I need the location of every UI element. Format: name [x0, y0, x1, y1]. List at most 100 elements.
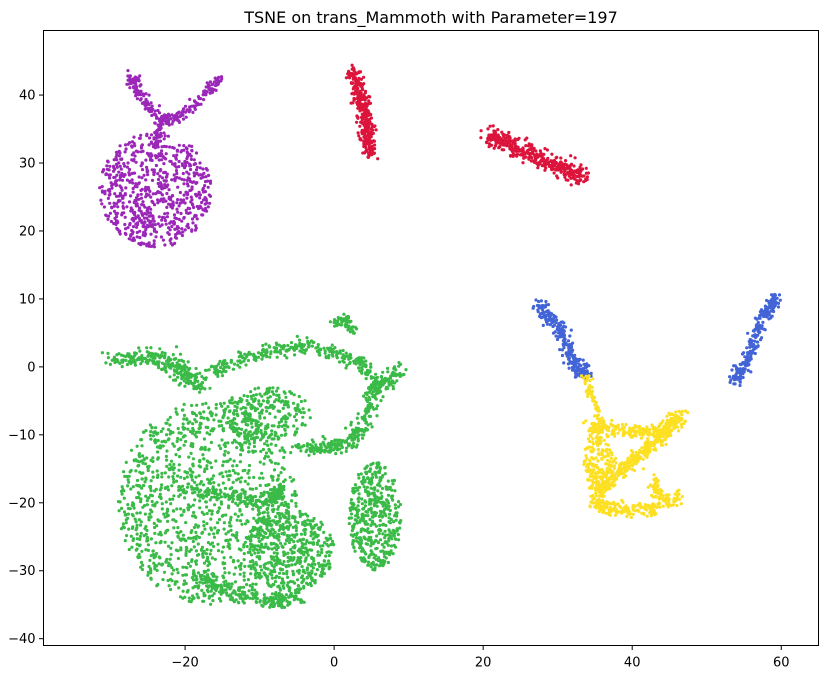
- scatter-point: [354, 514, 358, 518]
- scatter-point: [235, 518, 239, 522]
- scatter-point: [387, 520, 391, 524]
- scatter-point: [207, 173, 211, 177]
- scatter-point: [192, 205, 196, 210]
- scatter-point: [108, 211, 112, 215]
- scatter-point: [382, 545, 386, 549]
- scatter-point: [273, 530, 277, 535]
- scatter-point: [133, 216, 138, 221]
- scatter-point: [370, 515, 374, 519]
- scatter-point: [253, 547, 257, 551]
- scatter-point: [521, 161, 525, 165]
- scatter-point: [103, 189, 107, 193]
- scatter-point: [305, 336, 309, 340]
- scatter-point: [115, 214, 119, 219]
- scatter-point: [282, 525, 286, 530]
- scatter-point: [346, 328, 350, 332]
- scatter-point: [112, 201, 116, 205]
- scatter-point: [366, 140, 370, 144]
- scatter-point: [350, 438, 354, 442]
- scatter-point: [488, 124, 492, 128]
- scatter-point: [311, 541, 316, 545]
- scatter-point: [349, 516, 353, 520]
- scatter-point: [242, 571, 246, 575]
- scatter-point: [184, 164, 188, 168]
- scatter-point: [355, 101, 359, 105]
- scatter-point: [167, 564, 171, 568]
- scatter-point: [264, 451, 269, 455]
- scatter-point: [294, 504, 298, 508]
- scatter-point: [572, 164, 576, 168]
- scatter-point: [172, 480, 176, 484]
- scatter-point: [132, 135, 136, 139]
- scatter-point: [135, 444, 139, 448]
- scatter-point: [214, 402, 218, 407]
- scatter-point: [207, 584, 212, 588]
- scatter-point: [154, 192, 158, 196]
- scatter-point: [356, 116, 360, 120]
- scatter-point: [254, 486, 258, 491]
- scatter-point: [190, 217, 195, 221]
- scatter-point: [305, 581, 309, 585]
- scatter-point: [397, 373, 401, 377]
- scatter-point: [546, 162, 551, 166]
- scatter-point: [201, 93, 205, 97]
- scatter-point: [135, 230, 139, 235]
- scatter-point: [148, 567, 152, 571]
- scatter-point: [173, 241, 177, 245]
- scatter-point: [181, 422, 185, 426]
- scatter-point: [505, 136, 509, 140]
- scatter-point: [152, 142, 156, 147]
- scatter-point: [177, 586, 181, 590]
- scatter-point: [222, 369, 226, 373]
- scatter-point: [196, 586, 200, 590]
- scatter-point: [153, 109, 157, 113]
- scatter-point: [290, 479, 294, 483]
- scatter-point: [321, 563, 325, 567]
- scatter-point: [233, 580, 237, 584]
- scatter-point: [112, 355, 116, 359]
- scatter-point: [147, 136, 152, 140]
- scatter-point: [202, 98, 206, 102]
- scatter-point: [200, 588, 204, 593]
- scatter-point: [162, 570, 167, 574]
- scatter-point: [393, 531, 397, 535]
- scatter-point: [131, 537, 136, 541]
- scatter-point: [190, 431, 194, 435]
- scatter-point: [378, 509, 382, 513]
- scatter-point: [166, 544, 171, 548]
- scatter-point: [538, 154, 542, 158]
- scatter-point: [179, 365, 183, 369]
- scatter-point: [194, 151, 199, 155]
- scatter-point: [372, 407, 376, 411]
- scatter-point: [371, 390, 376, 394]
- scatter-point: [164, 560, 168, 564]
- scatter-point: [208, 386, 212, 390]
- scatter-point: [201, 167, 205, 171]
- scatter-point: [386, 386, 390, 390]
- scatter-point: [547, 164, 552, 168]
- scatter-point: [238, 360, 242, 364]
- scatter-point: [208, 181, 213, 185]
- scatter-point: [186, 224, 190, 228]
- scatter-point: [214, 413, 218, 417]
- scatter-point: [240, 427, 244, 431]
- scatter-point: [206, 185, 210, 189]
- scatter-point: [180, 233, 184, 238]
- scatter-point: [118, 199, 122, 203]
- scatter-point: [179, 475, 183, 479]
- scatter-point: [166, 211, 170, 215]
- scatter-point: [158, 446, 162, 450]
- scatter-point: [320, 550, 324, 555]
- scatter-point: [185, 485, 190, 489]
- scatter-point: [356, 437, 360, 441]
- scatter-point: [309, 576, 313, 581]
- scatter-point: [257, 516, 262, 521]
- scatter-point: [110, 184, 114, 188]
- scatter-point: [127, 237, 131, 241]
- scatter-point: [234, 566, 238, 570]
- scatter-point: [182, 379, 186, 383]
- scatter-point: [367, 122, 371, 126]
- scatter-point: [265, 545, 269, 549]
- scatter-point: [296, 597, 300, 601]
- scatter-point: [348, 355, 352, 359]
